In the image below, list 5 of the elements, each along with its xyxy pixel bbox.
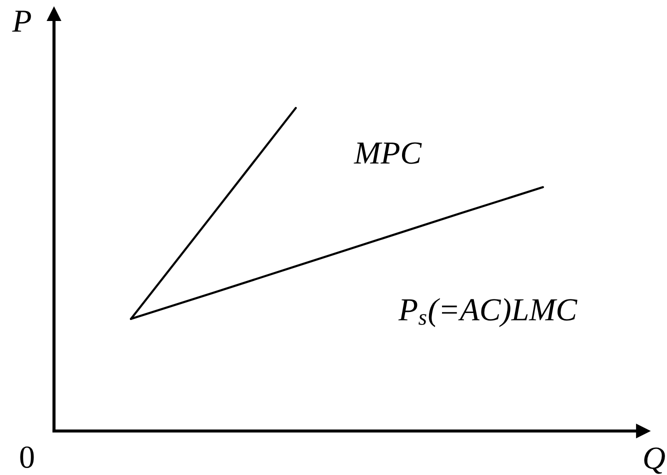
series-label: P$_{s}$(=AC)LMC <box>398 298 578 328</box>
y-axis-title: P <box>12 10 31 32</box>
x-axis-title: Q <box>644 448 665 474</box>
text: MPC <box>354 142 422 164</box>
text: 0 <box>20 446 34 468</box>
